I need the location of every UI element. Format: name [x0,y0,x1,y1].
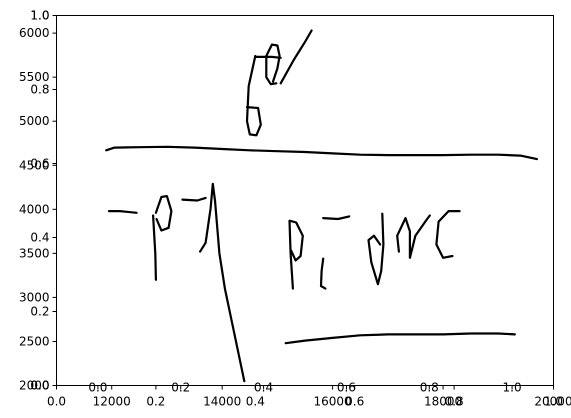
stroke-glyph-p-right-stem [288,219,294,290]
axis-c-ytick-label: 1.0 [30,9,49,23]
axis-c-xtick-label: 0.6 [337,381,356,395]
stroke-radical [199,182,246,383]
axis-a-ytick-label: 0.8 [30,83,49,97]
axis-a-ytick-label: 0.2 [30,305,49,319]
axis-c-xtick-label: 0.4 [254,381,273,395]
axis-c-xtick-label: 1.0 [503,381,522,395]
axis-b-xtick-label: 12000 [93,395,131,409]
axis-c-xtick-label: 0.0 [88,381,107,395]
handwriting-layer [105,29,539,383]
axis-b-xtick-label: 18000 [424,395,462,409]
stroke-glyph-hook [279,29,313,85]
axis-b-ytick-label: 5500 [19,70,50,84]
axis-c-xtick-label: 0.8 [420,381,439,395]
axis-a-xtick-label: 0.8 [445,395,464,409]
axis-a-ytick-label: 0.4 [30,231,49,245]
axis-b-ytick-label: 5000 [19,114,50,128]
axis-b-ytick-label: 4500 [19,158,50,172]
stroke-sqrt-bottom-bar [284,332,516,345]
tick-layer: 0.0 0.2 0.4 0.6 0.8 1.0 0.0 0.2 0.4 0.6 0.8 1.0 1200… [19,9,571,409]
stroke-glyph-g-tail [245,54,262,137]
stroke-glyph-g-top [265,43,281,86]
axis-c-xtick-label: 0.2 [171,381,190,395]
axis-b-ytick-label: 2000 [19,379,50,393]
stroke-glyph-d [367,212,385,286]
stroke-dash-left [107,210,138,214]
axis-b-ytick-label: 3500 [19,246,50,260]
axis-b-xtick-label: 20000 [534,395,571,409]
stroke-dash-mid [181,196,207,202]
axis-a-xtick-label: 0.0 [47,395,66,409]
stroke-glyph-p-right-bowl [289,219,304,262]
stroke-glyph-i-stem [319,257,327,290]
stroke-glyph-g-bar [254,55,282,59]
axis-a-xtick-label: 0.4 [246,395,265,409]
axis-c-ytick-label: 0.0 [30,379,49,393]
axis-b-xtick-label: 16000 [314,395,352,409]
axis-a-xtick-label: 1.0 [544,395,563,409]
stroke-glyph-r [396,214,431,259]
stroke-glyph-c [435,210,461,259]
axis-a-xtick-label: 0.6 [345,395,364,409]
axis-a-xtick-label: 0.2 [146,395,165,409]
axis-a-ytick-label: 1.0 [30,9,49,23]
axis-b-ytick-label: 6000 [19,26,50,40]
axis-b-ytick-label: 2500 [19,334,50,348]
plot-frame [56,15,554,386]
axis-b-ytick-label: 3000 [19,290,50,304]
stroke-glyph-i-dash [322,215,351,221]
axis-a-ytick-label: 0.0 [30,379,49,393]
axis-a-ytick-label: 0.6 [30,157,49,171]
stroke-glyph-p-left-stem [152,214,157,281]
stroke-sqrt-top-bar [105,145,539,161]
axis-b-xtick-label: 14000 [203,395,241,409]
stroke-glyph-p-left-bowl [154,195,173,232]
axis-b-ytick-label: 4000 [19,202,50,216]
